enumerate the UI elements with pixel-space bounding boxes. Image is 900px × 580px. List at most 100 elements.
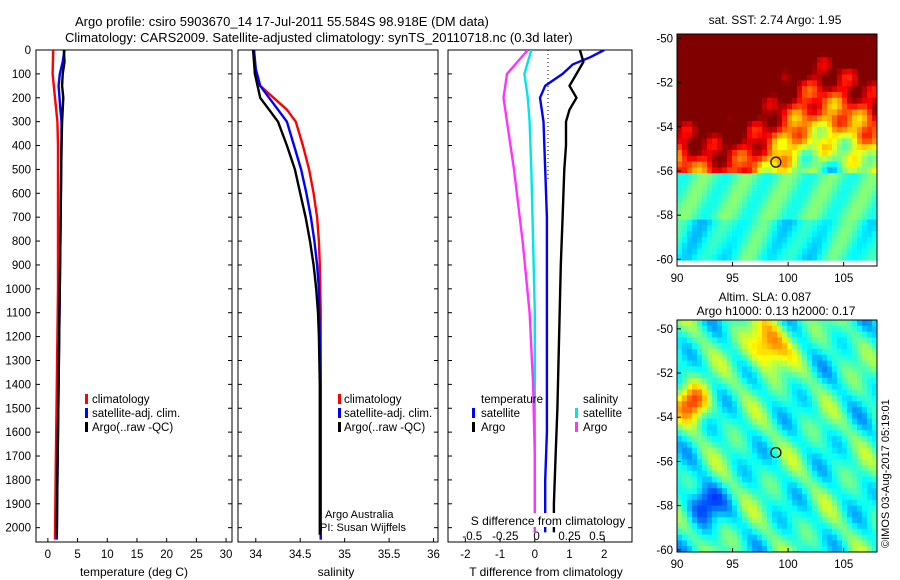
- map-cell: [787, 80, 793, 87]
- map-cell: [687, 337, 693, 344]
- map-cell: [817, 225, 823, 232]
- map-cell: [777, 470, 783, 477]
- map-cell: [837, 92, 843, 99]
- map-cell: [692, 132, 698, 139]
- map-cell: [702, 325, 708, 332]
- map-cell: [847, 470, 853, 477]
- map-cell: [752, 39, 758, 46]
- map-cell: [847, 320, 853, 327]
- map-cell: [707, 354, 713, 361]
- map-cell: [872, 453, 878, 460]
- map-cell: [847, 540, 853, 547]
- map-cell: [762, 366, 768, 373]
- map-cell: [752, 103, 758, 110]
- map-cell: [677, 103, 683, 110]
- map-cell: [802, 97, 808, 104]
- map-cell: [697, 389, 703, 396]
- map-cell: [702, 138, 708, 145]
- map-cell: [857, 517, 863, 524]
- map-cell: [712, 237, 718, 244]
- map-cell: [737, 407, 743, 414]
- map-cell: [807, 337, 813, 344]
- map-cell: [732, 173, 738, 180]
- map-cell: [797, 97, 803, 104]
- map-cell: [717, 126, 723, 133]
- map-cell: [852, 132, 858, 139]
- map-cell: [697, 528, 703, 535]
- map-cell: [727, 121, 733, 128]
- map-cell: [847, 74, 853, 81]
- map-cell: [702, 109, 708, 116]
- map-cell: [687, 97, 693, 104]
- map-cell: [747, 132, 753, 139]
- map-cell: [867, 523, 873, 530]
- map-cell: [822, 190, 828, 197]
- map-cell: [787, 354, 793, 361]
- map-cell: [702, 63, 708, 70]
- map-cell: [682, 349, 688, 356]
- map-cell: [677, 63, 683, 70]
- map-cell: [867, 337, 873, 344]
- map-cell: [812, 242, 818, 249]
- map-cell: [762, 540, 768, 547]
- map-cell: [797, 517, 803, 524]
- map-cell: [777, 360, 783, 367]
- map-cell: [832, 360, 838, 367]
- map-cell: [782, 109, 788, 116]
- map-cell: [722, 242, 728, 249]
- map-cell: [707, 407, 713, 414]
- map-cell: [807, 407, 813, 414]
- map-cell: [852, 248, 858, 255]
- map-cell: [722, 57, 728, 64]
- map-cell: [822, 430, 828, 437]
- map-cell: [872, 343, 878, 350]
- map-cell: [822, 459, 828, 466]
- map-cell: [742, 225, 748, 232]
- map-cell: [767, 349, 773, 356]
- map-cell: [767, 494, 773, 501]
- map-cell: [742, 325, 748, 332]
- map-cell: [807, 92, 813, 99]
- map-cell: [712, 540, 718, 547]
- map-cell: [802, 383, 808, 390]
- map-cell: [837, 436, 843, 443]
- map-cell: [792, 213, 798, 220]
- map-cell: [772, 121, 778, 128]
- map-cell: [742, 103, 748, 110]
- map-cell: [792, 173, 798, 180]
- map-cell: [847, 401, 853, 408]
- map-cell: [677, 196, 683, 203]
- map-cell: [722, 418, 728, 425]
- map-cell: [767, 412, 773, 419]
- map-cell: [802, 39, 808, 46]
- map-cell: [852, 34, 858, 41]
- map-cell: [727, 494, 733, 501]
- credit-line1: Argo Australia: [325, 509, 394, 521]
- map-cell: [747, 115, 753, 122]
- series-line-t-satellite: [538, 50, 605, 533]
- map-cell: [772, 360, 778, 367]
- map-cell: [697, 459, 703, 466]
- map-cell: [802, 430, 808, 437]
- map-cell: [852, 389, 858, 396]
- map-cell: [852, 441, 858, 448]
- map-cell: [872, 354, 878, 361]
- map-cell: [792, 80, 798, 87]
- map-cell: [742, 167, 748, 174]
- map-cell: [697, 167, 703, 174]
- map-cell: [837, 453, 843, 460]
- map-cell: [682, 470, 688, 477]
- map-cell: [707, 86, 713, 93]
- map-cell: [812, 115, 818, 122]
- map-cell: [702, 196, 708, 203]
- map-cell: [787, 92, 793, 99]
- map-cell: [752, 68, 758, 75]
- map-cell: [687, 430, 693, 437]
- map-cell: [757, 190, 763, 197]
- map-cell: [717, 213, 723, 220]
- map-cell: [777, 51, 783, 58]
- map-cell: [822, 39, 828, 46]
- map-cell: [732, 331, 738, 338]
- longitude-tick-label: 105: [834, 273, 853, 285]
- map-cell: [827, 109, 833, 116]
